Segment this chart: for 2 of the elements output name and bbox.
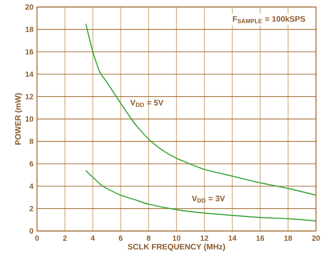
line-series — [85, 23, 316, 196]
line-series — [85, 170, 316, 222]
